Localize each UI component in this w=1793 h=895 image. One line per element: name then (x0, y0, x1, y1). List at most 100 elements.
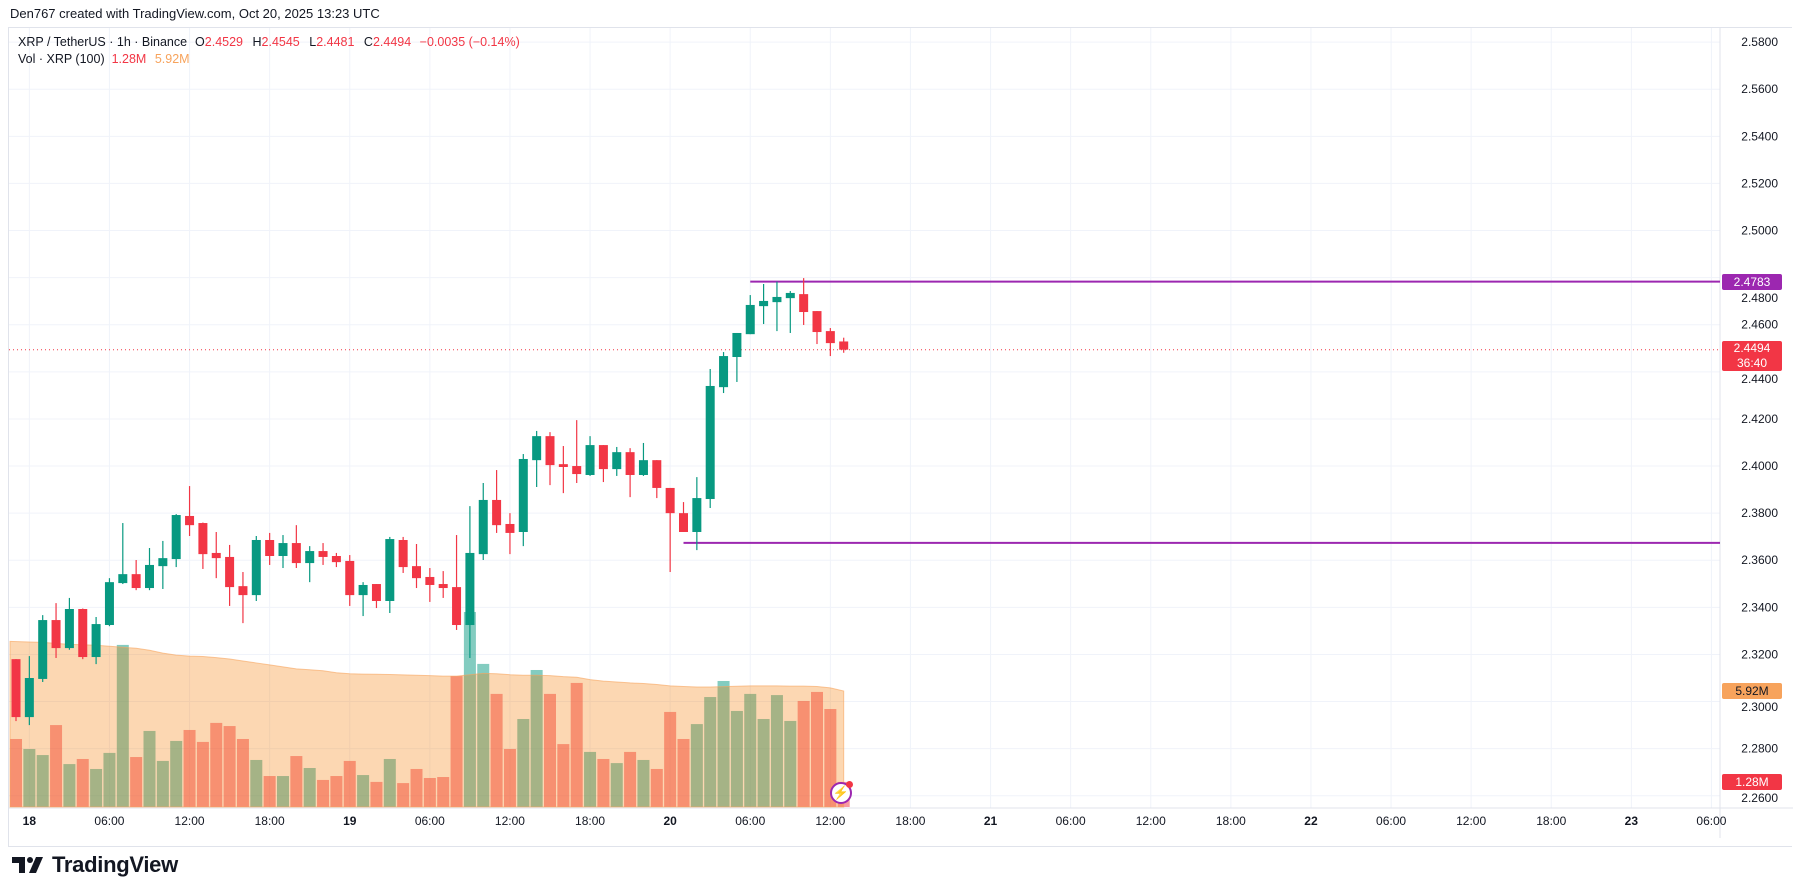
candle-body-down (78, 608, 88, 658)
volume-bar (250, 759, 263, 807)
volume-bar (811, 691, 823, 807)
volume-value: 1.28M (111, 52, 147, 66)
volume-bar (290, 756, 303, 807)
candle-body-down (291, 543, 301, 564)
horizontal-levels (9, 280, 1720, 544)
candle-body-down (625, 452, 635, 475)
close-label: C (363, 35, 373, 49)
candle-body-down (839, 341, 849, 350)
candle-body-up (38, 620, 48, 679)
volume-bar (490, 693, 503, 807)
logo-text: TradingView (52, 852, 178, 877)
candle-body-up (145, 564, 154, 589)
candle-body-down (331, 556, 341, 563)
legend-symbol[interactable]: XRP / TetherUS · 1h · Binance (18, 35, 188, 49)
volume-bar (450, 676, 463, 807)
candle-body-up (772, 296, 782, 303)
price-tick-label: 2.5400 (1741, 129, 1778, 143)
candle-body-down (492, 499, 502, 526)
volume-bar (570, 682, 583, 807)
volume-bar (650, 768, 663, 807)
time-tick-label: 22 (1304, 814, 1318, 828)
time-tick-label: 06:00 (94, 814, 124, 828)
open-value: 2.4529 (204, 35, 243, 49)
candle-countdown: 36:40 (1736, 356, 1768, 370)
volume-bar (317, 779, 330, 807)
legend: XRP / TetherUS · 1h · Binance O2.4529 H2… (18, 34, 525, 68)
legend-price-row: XRP / TetherUS · 1h · Binance O2.4529 H2… (18, 34, 525, 51)
candle-body-down (198, 523, 208, 555)
time-tick-label: 18:00 (895, 814, 925, 828)
volume-bar (303, 767, 316, 807)
time-tick-label: 06:00 (1056, 814, 1086, 828)
volume-bar (263, 776, 276, 807)
volume-bar (116, 644, 129, 807)
volume-bar (236, 738, 249, 807)
change-value: −0.0035 (−0.14%) (419, 35, 520, 49)
price-tick-label: 2.5000 (1741, 224, 1778, 238)
candle-body-down (505, 523, 515, 533)
volume-bar (557, 744, 570, 807)
volume-bar (90, 768, 103, 807)
price-tick-label: 2.3800 (1741, 506, 1778, 520)
volume-bar (210, 722, 223, 807)
volume-bar (370, 781, 383, 807)
volume-title[interactable]: Vol · XRP (100) (18, 52, 105, 66)
candle-body-up (358, 584, 368, 596)
volume-bar (330, 776, 343, 807)
volume-bar (130, 757, 143, 807)
candle-body-up (785, 292, 795, 299)
volume-bar (744, 693, 757, 807)
price-tick-label: 2.4800 (1741, 291, 1778, 305)
volume-bar (156, 760, 169, 807)
volume-bar (664, 711, 677, 807)
time-tick-label: 06:00 (735, 814, 765, 828)
tradingview-logo-icon (12, 857, 43, 873)
candle-body-down (665, 487, 675, 514)
volume-bar (797, 700, 810, 807)
notification-dot (846, 781, 853, 788)
volume-ma-badge: 5.92M (1722, 683, 1782, 699)
volume-bar (103, 752, 116, 807)
candle-body-down (812, 311, 822, 333)
candle-body-down (211, 552, 221, 559)
volume-ma-area (9, 640, 845, 808)
time-tick-label: 12:00 (815, 814, 845, 828)
volume-bar (76, 758, 89, 807)
volume-bar (770, 695, 783, 807)
time-tick-label: 21 (984, 814, 998, 828)
candle-body-down (558, 464, 568, 467)
candle-body-down (412, 566, 421, 579)
candle-body-down (398, 539, 408, 568)
volume-bar (730, 710, 743, 807)
volume-bar (277, 776, 289, 807)
volume-bar (677, 738, 690, 807)
lightning-icon[interactable]: ⚡ (830, 781, 853, 804)
volume-bar (637, 759, 650, 807)
volume-bar (503, 748, 516, 807)
low-label: L (309, 35, 317, 49)
candle-body-up (278, 543, 288, 557)
high-value: 2.4545 (261, 35, 300, 49)
volume-bar (544, 693, 556, 807)
legend-volume-row: Vol · XRP (100) 1.28M 5.92M (18, 51, 525, 68)
time-tick-label: 12:00 (1136, 814, 1166, 828)
candle-body-down (345, 560, 355, 596)
tradingview-logo[interactable]: TradingView (12, 852, 178, 878)
candle-body-up (91, 624, 101, 658)
time-tick-label: 19 (343, 814, 357, 828)
volume-bar (437, 777, 450, 807)
volume-bar (383, 758, 396, 807)
volume-bar (10, 738, 22, 807)
candle-body-up (612, 452, 622, 470)
candle-body-down (265, 539, 275, 557)
candle-body-down (225, 556, 235, 588)
volume-bar (584, 751, 597, 807)
candle-body-down (238, 586, 248, 596)
last-price-badge: 2.4494 36:40 (1722, 341, 1782, 371)
time-tick-label: 18 (23, 814, 37, 828)
time-tick-label: 18:00 (575, 814, 605, 828)
time-tick-label: 20 (663, 814, 677, 828)
candle-body-down (11, 659, 21, 718)
